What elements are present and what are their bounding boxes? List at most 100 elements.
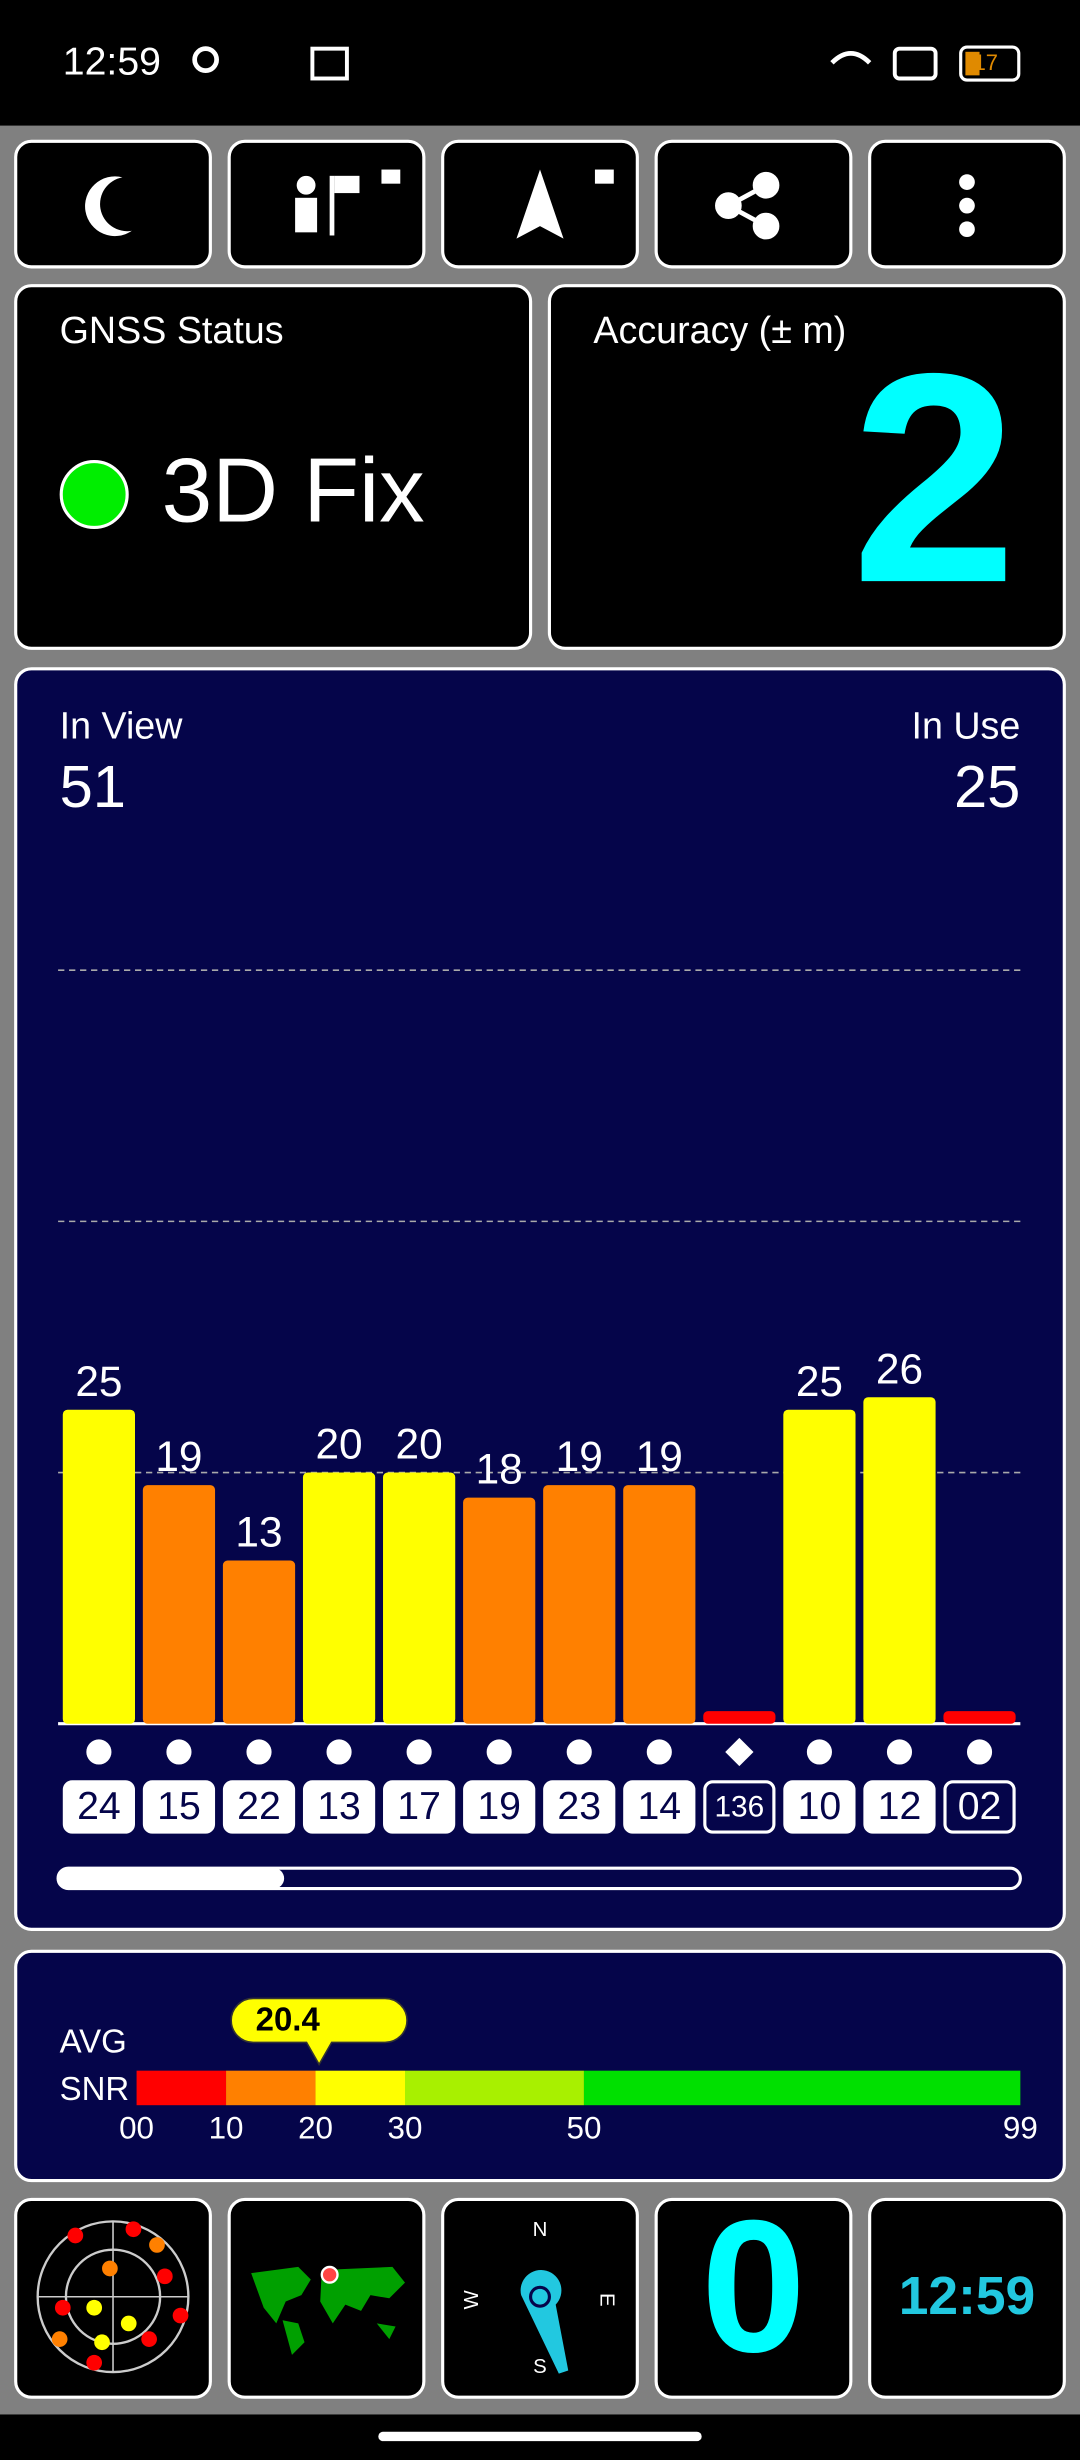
location-icon [192,46,219,73]
battery-level [965,51,980,76]
satellite-id: 13 [317,1784,361,1828]
constellation-circle [326,1739,352,1765]
snr-segment [226,2070,316,2106]
satellite-id-box [62,1780,135,1834]
in-view-label: In View [60,704,184,746]
bar [383,1472,456,1724]
bar-value-label: 25 [796,1358,843,1405]
bar [62,1409,136,1724]
bar-value-label: 26 [876,1345,923,1392]
bar [783,1409,856,1724]
share-button[interactable] [654,139,853,269]
constellation-circle [966,1739,993,1765]
fix-indicator [59,459,129,530]
bar [543,1485,616,1724]
satellite-id: 24 [77,1784,121,1828]
menu-icon [959,174,975,238]
gnss-panel [14,284,533,650]
snr-scale: 00 10 20 30 50 99 20.4 [119,1997,1038,2146]
constellation-circle [486,1739,512,1765]
sim-icon [892,46,938,81]
avg-marker [230,1997,408,2066]
night-button[interactable] [14,139,212,269]
constellation-circle [86,1739,112,1765]
satellite-id-box [222,1780,296,1834]
constellation-circle [646,1739,672,1765]
satellite-id: 02 [958,1784,1002,1828]
satellite-id-box [302,1780,376,1834]
satellite-id-box [543,1780,616,1834]
satellite-id: 136 [714,1790,764,1823]
compass: N E S W [461,2219,618,2378]
satellite-id: 22 [237,1784,281,1828]
satellite-id: 14 [637,1784,681,1828]
compass-e: E [596,2293,618,2307]
snr-segment [405,2070,584,2106]
gnss-label: GNSS Status [60,309,284,351]
in-view-value: 51 [60,753,126,820]
snr-segment [583,2070,1021,2106]
bar-value-label: 19 [155,1433,202,1480]
constellation-circle [166,1739,192,1765]
in-use-label: In Use [912,704,1021,746]
satellite-id: 15 [157,1784,201,1828]
bar-chart: 25 24 19 15 13 22 20 13 20 17 18 19 19 23 19 14 136 25 10 2… [58,969,1021,1834]
mark-button[interactable] [227,139,426,269]
bar [463,1497,536,1724]
moon-icon [85,176,132,237]
compass-n: N [533,2219,548,2241]
clock-value: 12:59 [899,2267,1035,2326]
constellation-circle [886,1739,913,1765]
status-bar [0,0,1080,126]
person-flag-icon [295,169,401,236]
bar [863,1397,936,1724]
battery-text: 17 [974,50,998,75]
satellite-id-box [463,1780,536,1834]
satellite-id-box [863,1780,936,1834]
bar-value-label: 25 [75,1358,122,1405]
satellite-id: 17 [397,1784,441,1828]
lock-icon [594,169,614,184]
satellite-id-box [383,1780,456,1834]
satellite-id-box [142,1780,216,1834]
avg-value: 20.4 [256,2001,321,2038]
compass-w: W [461,2289,483,2309]
bar-value-label: 19 [556,1433,603,1480]
satellite-id-box [943,1780,1016,1834]
snr-segment [315,2070,405,2106]
home-indicator[interactable] [378,2431,702,2442]
bar [142,1485,216,1724]
clock-tile[interactable] [868,2197,1066,2399]
snr-label: SNR [60,2070,130,2107]
bar-value-label: 20 [396,1421,443,1468]
gnss-value: 3D Fix [162,441,425,542]
bar-value-label: 19 [636,1433,683,1480]
scrollbar-thumb[interactable] [58,1868,285,1889]
snr-tick-label: 10 [209,2111,244,2146]
wifi-icon [830,51,872,65]
bar-value-label: 20 [316,1421,363,1468]
snr-tick-label: 20 [298,2111,333,2146]
signal-panel [14,667,1066,1931]
status-time: 12:59 [63,40,161,84]
navigate-icon [516,169,564,239]
avg-snr-panel [14,1949,1066,2183]
speed-tile[interactable] [654,2197,853,2399]
speed-value: 0 [701,2180,806,2391]
avg-label: AVG [60,2023,127,2060]
bar [623,1485,696,1724]
bar [703,1711,776,1724]
satellite-id: 23 [557,1784,601,1828]
satellite-id-box [623,1780,696,1834]
constellation-circle [246,1739,272,1765]
bar-value-label: 18 [476,1446,523,1493]
snr-segment [136,2070,227,2106]
bar-value-label: 13 [235,1509,282,1556]
satellite-id-box [703,1780,776,1834]
share-icon [715,171,780,240]
accuracy-value: 2 [851,312,1017,645]
in-use-value: 25 [954,753,1020,820]
bar [302,1472,376,1724]
